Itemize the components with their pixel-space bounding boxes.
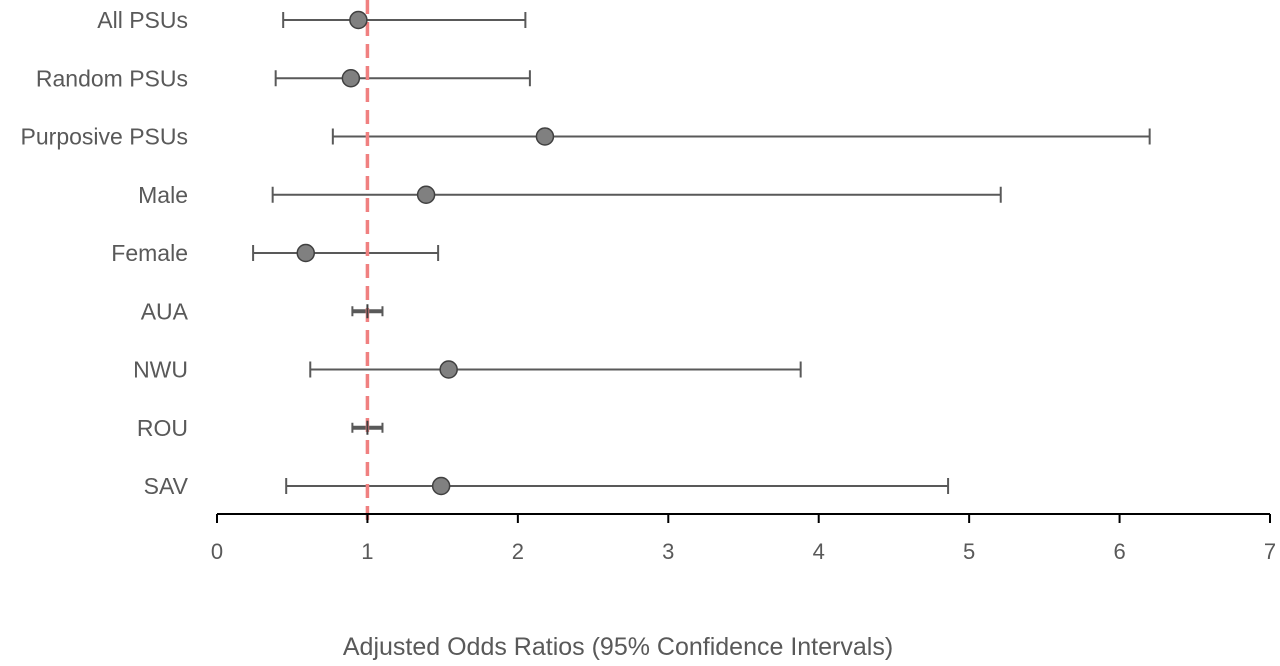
point-estimate: [439, 360, 458, 379]
x-tick-label: 6: [1113, 539, 1125, 564]
category-labels: All PSUs Random PSUs Purposive PSUs Male Fem…: [21, 7, 189, 499]
point-estimate: [341, 69, 361, 88]
x-axis-ticks: [216, 514, 1271, 523]
category-label: SAV: [144, 473, 189, 499]
x-axis: 0 1 2 3 4 5 6 7: [211, 513, 1276, 564]
x-tick-label: 5: [963, 539, 975, 564]
point-estimate: [296, 243, 316, 263]
confidence-intervals: [252, 12, 1151, 494]
category-label: Random PSUs: [36, 65, 188, 91]
point-estimate: [431, 476, 451, 496]
category-label: Male: [138, 182, 188, 208]
category-label: Female: [111, 240, 188, 266]
x-tick-label: 0: [211, 539, 223, 564]
x-tick-label: 7: [1264, 539, 1276, 564]
x-axis-title: Adjusted Odds Ratios (95% Confidence Int…: [343, 633, 893, 661]
point-estimate: [535, 127, 555, 146]
category-label: NWU: [133, 357, 188, 383]
x-tick-label: 1: [361, 539, 373, 564]
point-estimate: [349, 10, 368, 30]
x-axis-tick-labels: 0 1 2 3 4 5 6 7: [211, 539, 1276, 564]
category-label: AUA: [141, 298, 189, 324]
x-tick-label: 4: [813, 539, 825, 564]
odds-ratio-points: [296, 10, 555, 496]
point-estimate: [416, 185, 436, 204]
category-label: ROU: [137, 415, 188, 441]
x-tick-label: 2: [512, 539, 524, 564]
category-label: Purposive PSUs: [21, 124, 188, 150]
x-tick-label: 3: [662, 539, 674, 564]
category-label: All PSUs: [97, 7, 188, 33]
